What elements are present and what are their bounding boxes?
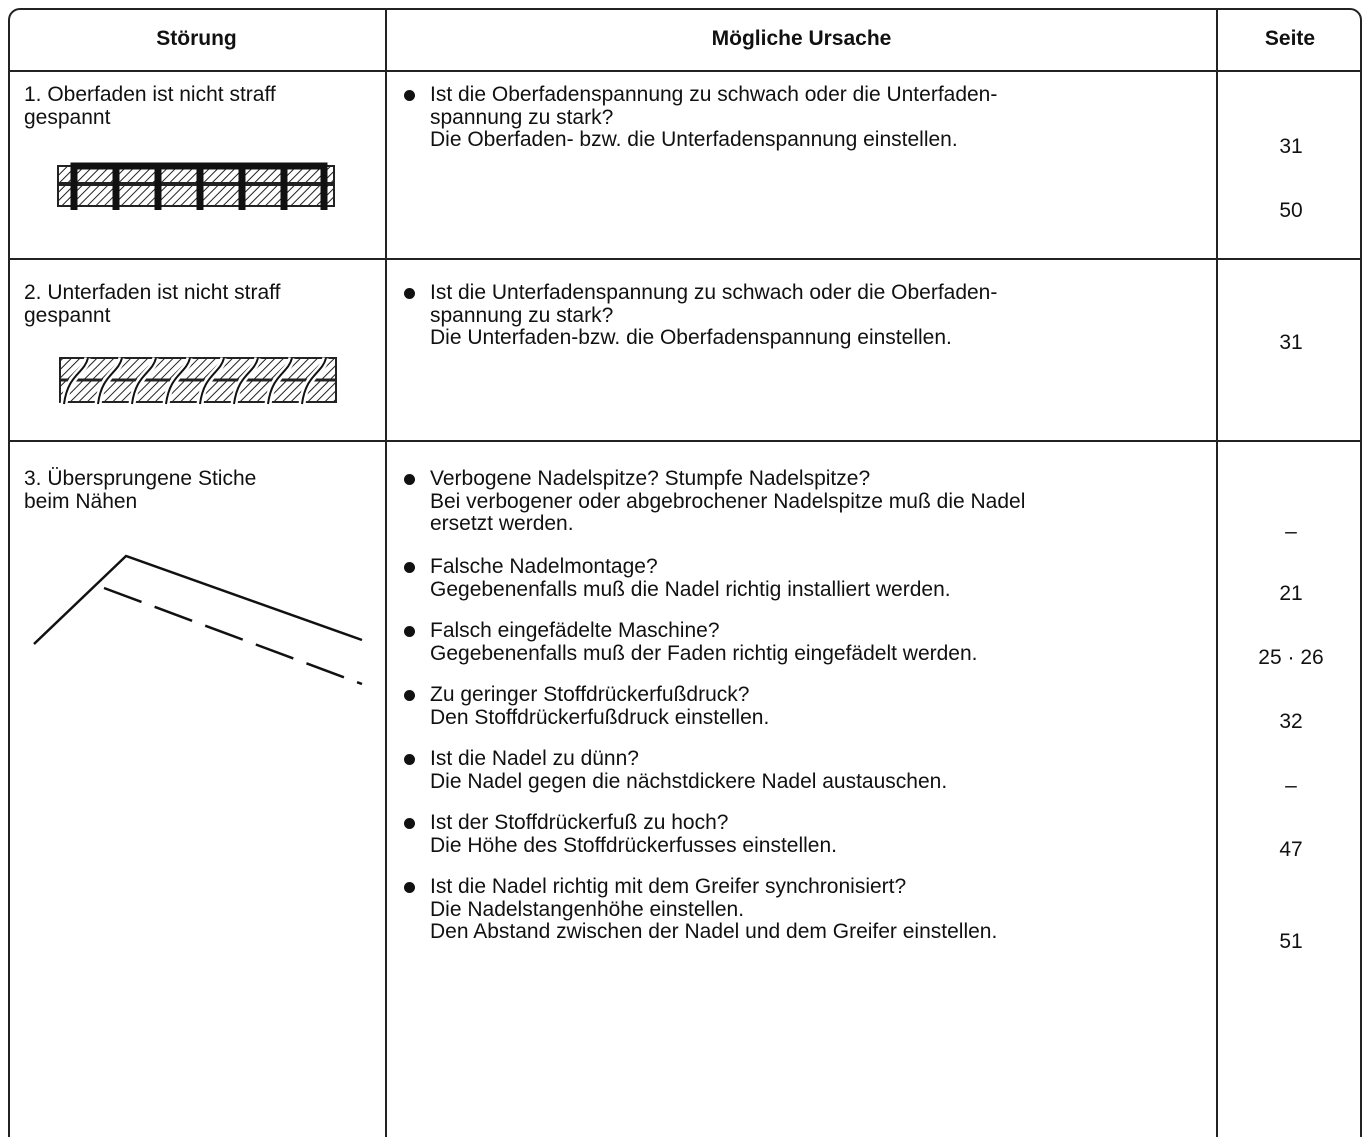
- cause-item: Zu geringer Stoffdrückerfußdruck? Den St…: [404, 683, 770, 729]
- column-divider: [1216, 8, 1218, 1137]
- table-frame: [8, 8, 1362, 1137]
- page-ref: 32: [1279, 710, 1303, 733]
- cause-item: Verbogene Nadelspitze? Stumpfe Nadelspit…: [404, 467, 1026, 536]
- cause-item: Ist die Nadel zu dünn? Die Nadel gegen d…: [404, 747, 948, 793]
- cause-item: Falsche Nadelmontage? Gegebenenfalls muß…: [404, 555, 951, 601]
- page-ref: 31: [1279, 135, 1303, 158]
- cause-text: Zu geringer Stoffdrückerfußdruck? Den St…: [430, 683, 770, 729]
- problem: 1. Oberfaden ist nicht straff gespannt: [24, 83, 276, 129]
- cause-text: Ist die Nadel zu dünn? Die Nadel gegen d…: [430, 747, 948, 793]
- cause-item: Ist die Unterfadenspannung zu schwach od…: [404, 281, 998, 350]
- cause-text: Ist die Oberfadenspannung zu schwach ode…: [430, 83, 998, 151]
- row-divider: [8, 70, 1362, 72]
- stitch-illustration: [57, 162, 335, 210]
- cause-text: Falsche Nadelmontage? Gegebenenfalls muß…: [430, 555, 951, 601]
- header-cell: Mögliche Ursache: [711, 27, 892, 50]
- cause-text: Ist der Stoffdrückerfuß zu hoch? Die Höh…: [430, 811, 837, 857]
- cause-text: Verbogene Nadelspitze? Stumpfe Nadelspit…: [430, 467, 1026, 535]
- page-ref: 21: [1279, 582, 1303, 605]
- cause-item: Ist die Oberfadenspannung zu schwach ode…: [404, 83, 998, 152]
- problem: 3. Übersprungene Stiche beim Nähen: [24, 467, 257, 513]
- page-ref: 31: [1279, 331, 1303, 354]
- page-ref: 47: [1279, 838, 1303, 861]
- problem: 2. Unterfaden ist nicht straff gespannt: [24, 281, 281, 327]
- cause-text: Ist die Nadel richtig mit dem Greifer sy…: [430, 875, 998, 943]
- page-ref: –: [1285, 774, 1297, 797]
- header-cell: Seite: [1264, 27, 1316, 50]
- row-divider: [8, 440, 1362, 442]
- page-ref: 50: [1279, 199, 1303, 222]
- row-divider: [8, 258, 1362, 260]
- skipped-stitch-illustration: [33, 554, 363, 686]
- cause-item: Ist der Stoffdrückerfuß zu hoch? Die Höh…: [404, 811, 837, 857]
- page-ref: 25 · 26: [1258, 646, 1324, 669]
- header-cell: Störung: [156, 27, 237, 50]
- cause-text: Falsch eingefädelte Maschine? Gegebenenf…: [430, 619, 978, 665]
- stitch-illustration: [59, 356, 337, 405]
- page-ref: 51: [1279, 930, 1303, 953]
- cause-item: Ist die Nadel richtig mit dem Greifer sy…: [404, 875, 998, 944]
- cause-text: Ist die Unterfadenspannung zu schwach od…: [430, 281, 998, 349]
- page-ref: –: [1285, 520, 1297, 543]
- column-divider: [385, 8, 387, 1137]
- cause-item: Falsch eingefädelte Maschine? Gegebenenf…: [404, 619, 978, 665]
